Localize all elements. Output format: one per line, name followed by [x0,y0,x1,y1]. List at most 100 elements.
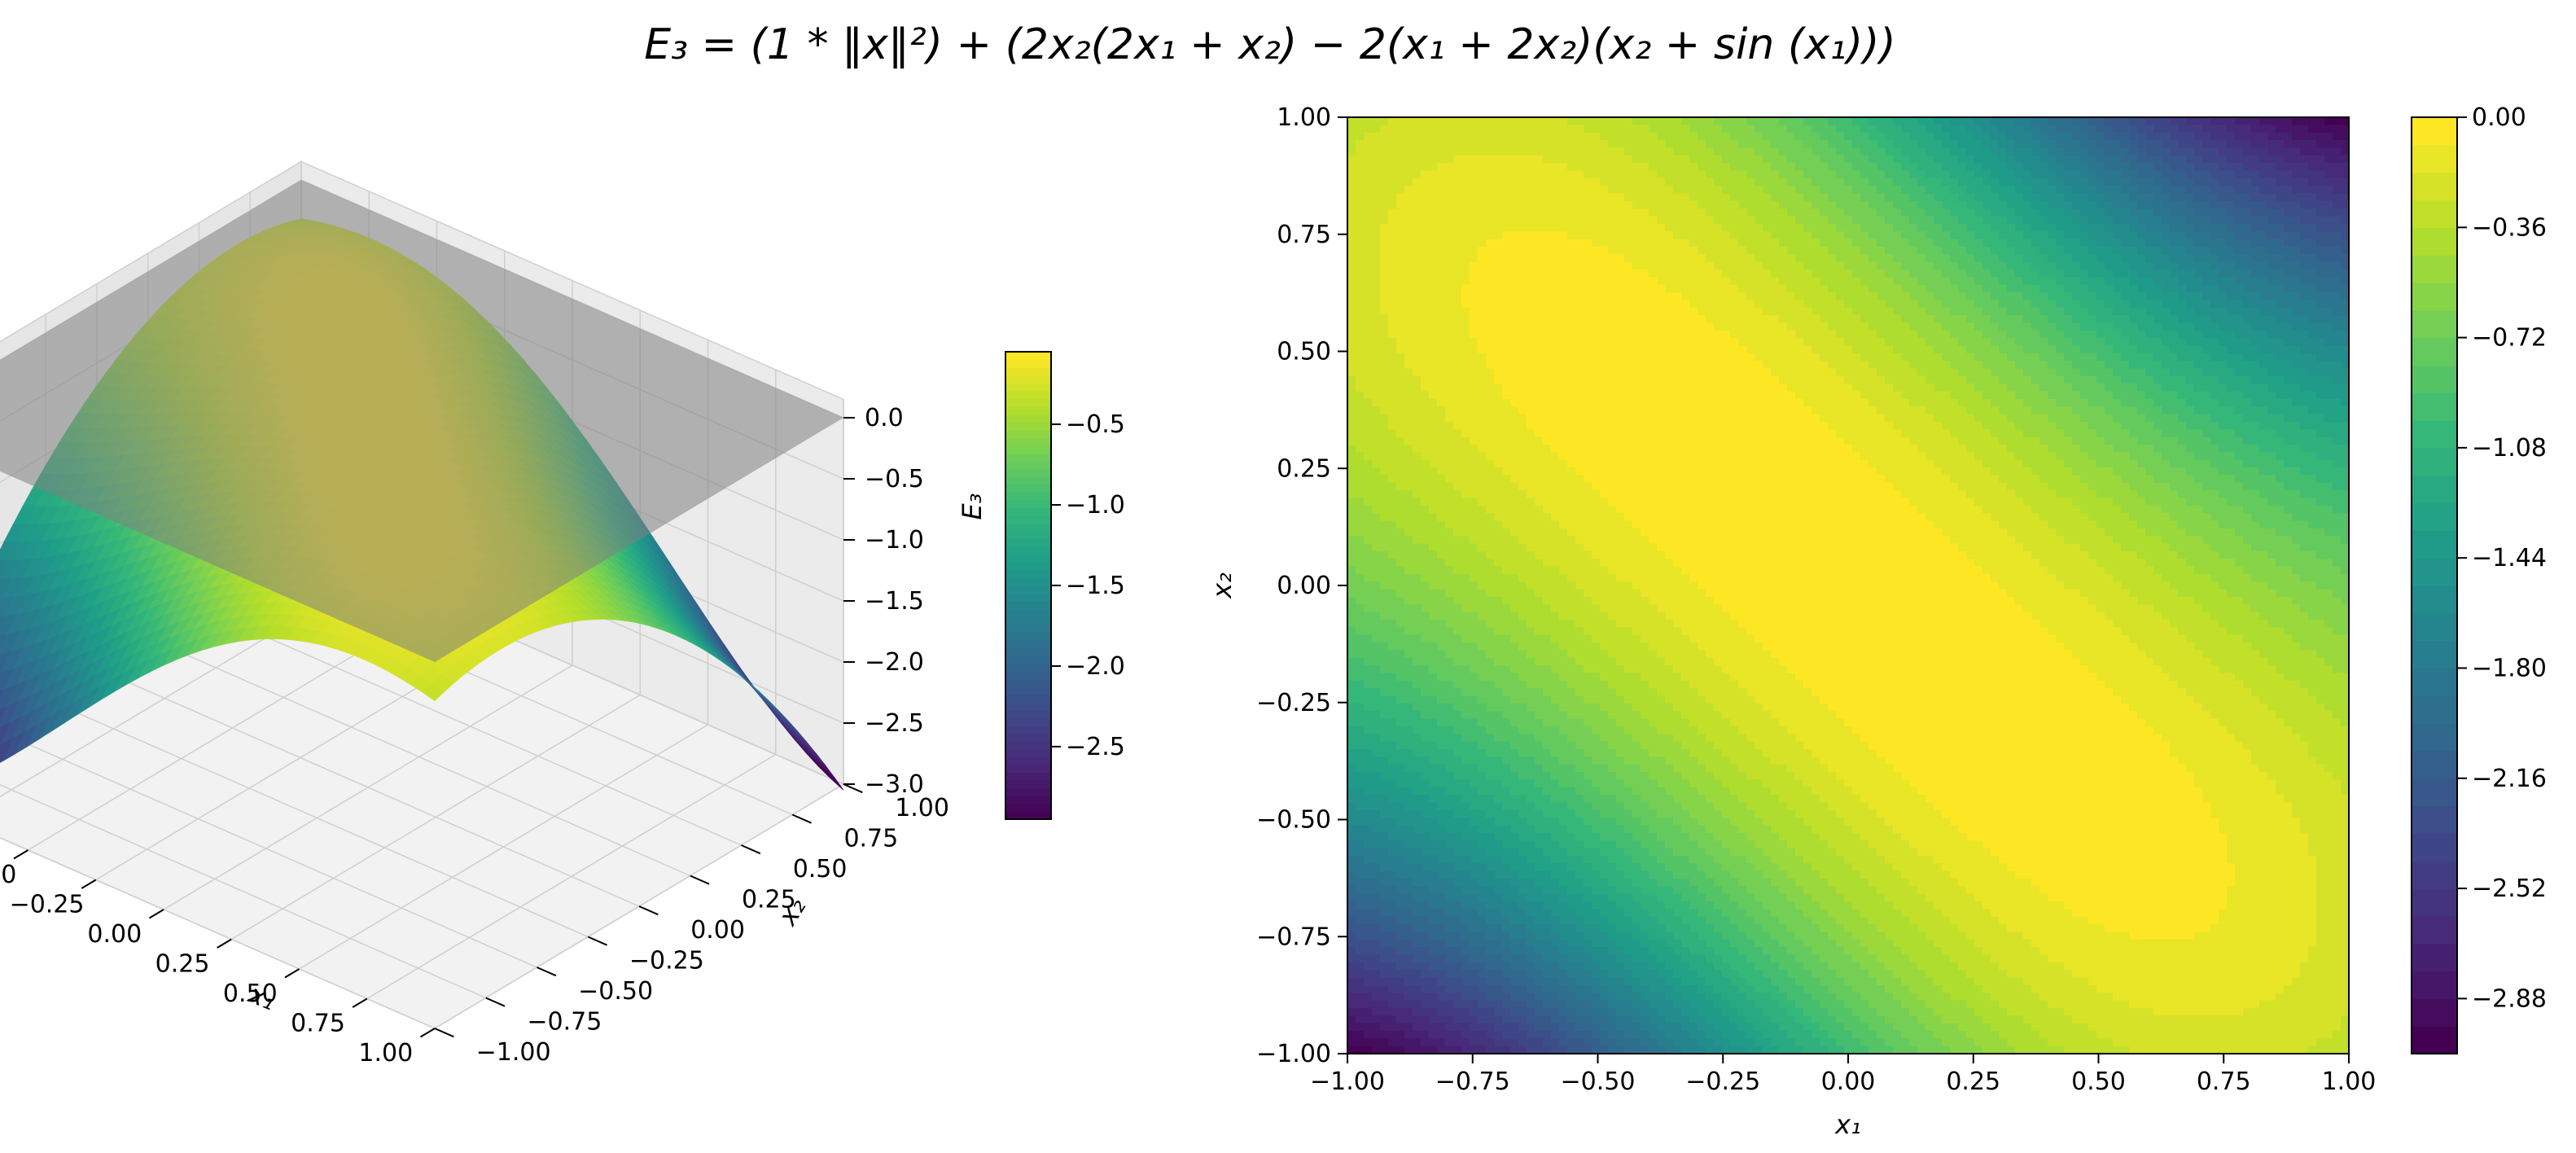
contour-cell [1445,459,1454,468]
x2-tick-mark [587,936,607,946]
contour-cell [1527,178,1536,186]
contour-cell [1502,436,1511,445]
contour-cell [1486,459,1495,468]
contour-cell [1380,718,1389,727]
contour-cell [1364,284,1373,293]
contour-cell [1470,292,1479,301]
contour-cell [1486,315,1495,324]
contour-cell [1445,1030,1454,1039]
contour-cell [1494,170,1503,179]
contour-cell [1413,429,1422,438]
contour-cell [1478,391,1487,400]
contour-cell [1347,155,1356,164]
contour-cell [1380,414,1389,423]
z-tick-label: 0.0 [865,404,904,432]
contour-cell [1502,467,1511,476]
surface-facet [422,682,445,702]
contour-cell [1437,627,1446,636]
colorbar-band [1005,484,1051,493]
contour-cell [1347,353,1356,362]
contour-cell [1364,1038,1373,1047]
contour-cell [1470,536,1479,545]
contour-cell [1413,269,1422,278]
contour-cell [1461,832,1470,841]
contour-cell [1527,939,1536,948]
contour-cell [1372,954,1381,963]
contour-cell [1518,939,1527,948]
contour-cell [1421,391,1430,400]
contour-cell [1510,155,1519,164]
contour-cell [1413,384,1422,392]
contour-cell [1364,125,1373,134]
contour-cell [1347,848,1356,857]
contour-cell [1413,886,1422,895]
contour-cell [1413,322,1422,331]
contour-cell [1437,1030,1446,1039]
contour-cell [1356,353,1365,362]
contour-cell [1347,208,1356,217]
contour-cell [1364,855,1373,864]
contour-cell [1527,970,1536,979]
contour-cell [1429,642,1438,651]
x1-tick-label: 0.75 [291,1010,345,1038]
contour-cell [1518,825,1527,834]
contour-cell [1470,893,1479,902]
contour-field [1347,117,2349,1054]
contour-cell [1486,718,1495,727]
contour-cell [1380,695,1389,704]
contour-cell [1364,505,1373,514]
contour-cell [1429,490,1438,499]
contour-cell [1478,208,1487,217]
contour-cell [1388,870,1397,879]
contour-cell [1510,589,1519,598]
contour-cell [1404,155,1413,164]
contour-cell [1486,573,1495,583]
contour-cell [1372,947,1381,956]
contour-cell [1421,498,1430,506]
contour-cell [1364,840,1373,849]
contour-cell [1396,779,1405,788]
contour-cell [1380,421,1389,431]
contour-cell [1453,832,1462,841]
contour-cell [1461,384,1470,392]
contour-cell [1347,406,1356,415]
contour-cell [1437,932,1446,940]
contour-cell [1380,848,1389,857]
contour-cell [1494,924,1503,933]
contour-cell [1437,536,1446,545]
contour-cell [1429,901,1438,910]
contour-cell [1470,436,1479,445]
contour-cell [1502,186,1511,195]
contour-cell [1347,528,1356,537]
contour-cell [1518,345,1527,354]
contour-cell [1527,756,1536,765]
contour-cell [1486,155,1495,164]
contour-cell [1470,223,1479,232]
colorbar-band [1005,492,1051,501]
contour-cell [1486,406,1495,415]
contour-cell [1478,916,1487,925]
contour-cell [1356,718,1365,727]
contour-cell [1461,870,1470,879]
contour-cell [1364,604,1373,613]
contour-cell [1404,269,1413,278]
contour-cell [1470,421,1479,431]
contour-cell [1461,673,1470,682]
contour-cell [1413,284,1422,293]
contour-cell [1510,749,1519,758]
contour-cell [1494,330,1503,339]
contour-cell [1510,475,1519,484]
contour-cell [1470,650,1479,659]
contour-cell [1478,566,1487,575]
contour-cell [1461,520,1470,529]
contour-cell [1396,368,1405,377]
contour-cell [1527,193,1536,202]
contour-cell [1527,307,1536,316]
contour-cell [1372,832,1381,841]
contour-cell [1510,384,1519,392]
contour-cell [1478,939,1487,948]
contour-cell [1396,886,1405,895]
contour-cell [1364,749,1373,758]
contour-cell [1364,1000,1373,1009]
contour-cell [1356,361,1365,370]
